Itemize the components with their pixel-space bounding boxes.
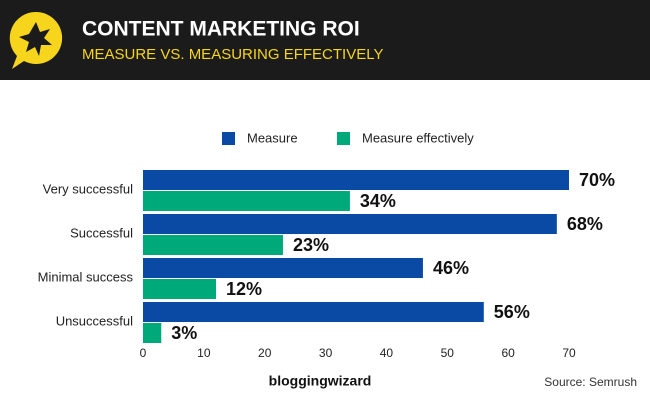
bar bbox=[143, 258, 423, 278]
bar bbox=[143, 235, 283, 255]
value-label: 68% bbox=[567, 214, 603, 234]
x-tick-label: 60 bbox=[501, 346, 515, 360]
bar bbox=[143, 214, 557, 234]
legend-swatch bbox=[337, 132, 350, 145]
x-tick-label: 10 bbox=[197, 346, 211, 360]
legend-label: Measure bbox=[247, 130, 298, 145]
y-tick-label: Successful bbox=[70, 225, 133, 240]
x-tick-label: 50 bbox=[441, 346, 455, 360]
bar bbox=[143, 170, 569, 190]
legend-label: Measure effectively bbox=[362, 130, 474, 145]
chart-title: CONTENT MARKETING ROI bbox=[82, 18, 360, 41]
value-label: 56% bbox=[494, 302, 530, 322]
y-tick-label: Very successful bbox=[43, 181, 133, 196]
bar bbox=[143, 191, 350, 211]
value-label: 12% bbox=[226, 279, 262, 299]
value-label: 70% bbox=[579, 170, 615, 190]
y-tick-label: Unsuccessful bbox=[56, 313, 133, 328]
x-tick-label: 20 bbox=[258, 346, 272, 360]
value-label: 3% bbox=[171, 323, 197, 343]
header-band bbox=[0, 0, 650, 80]
y-tick-label: Minimal success bbox=[38, 269, 134, 284]
bar bbox=[143, 323, 162, 343]
x-tick-label: 70 bbox=[562, 346, 576, 360]
x-tick-label: 0 bbox=[140, 346, 147, 360]
logo bbox=[9, 11, 63, 69]
value-label: 23% bbox=[293, 235, 329, 255]
bar bbox=[143, 279, 217, 299]
value-label: 34% bbox=[360, 191, 396, 211]
brand: bloggingwizard bbox=[269, 373, 372, 389]
x-tick-label: 30 bbox=[319, 346, 333, 360]
x-tick-label: 40 bbox=[380, 346, 394, 360]
value-label: 46% bbox=[433, 258, 469, 278]
source: Source: Semrush bbox=[544, 375, 637, 389]
bar bbox=[143, 302, 484, 322]
chart-subtitle: MEASURE VS. MEASURING EFFECTIVELY bbox=[82, 46, 383, 63]
legend-swatch bbox=[222, 132, 235, 145]
